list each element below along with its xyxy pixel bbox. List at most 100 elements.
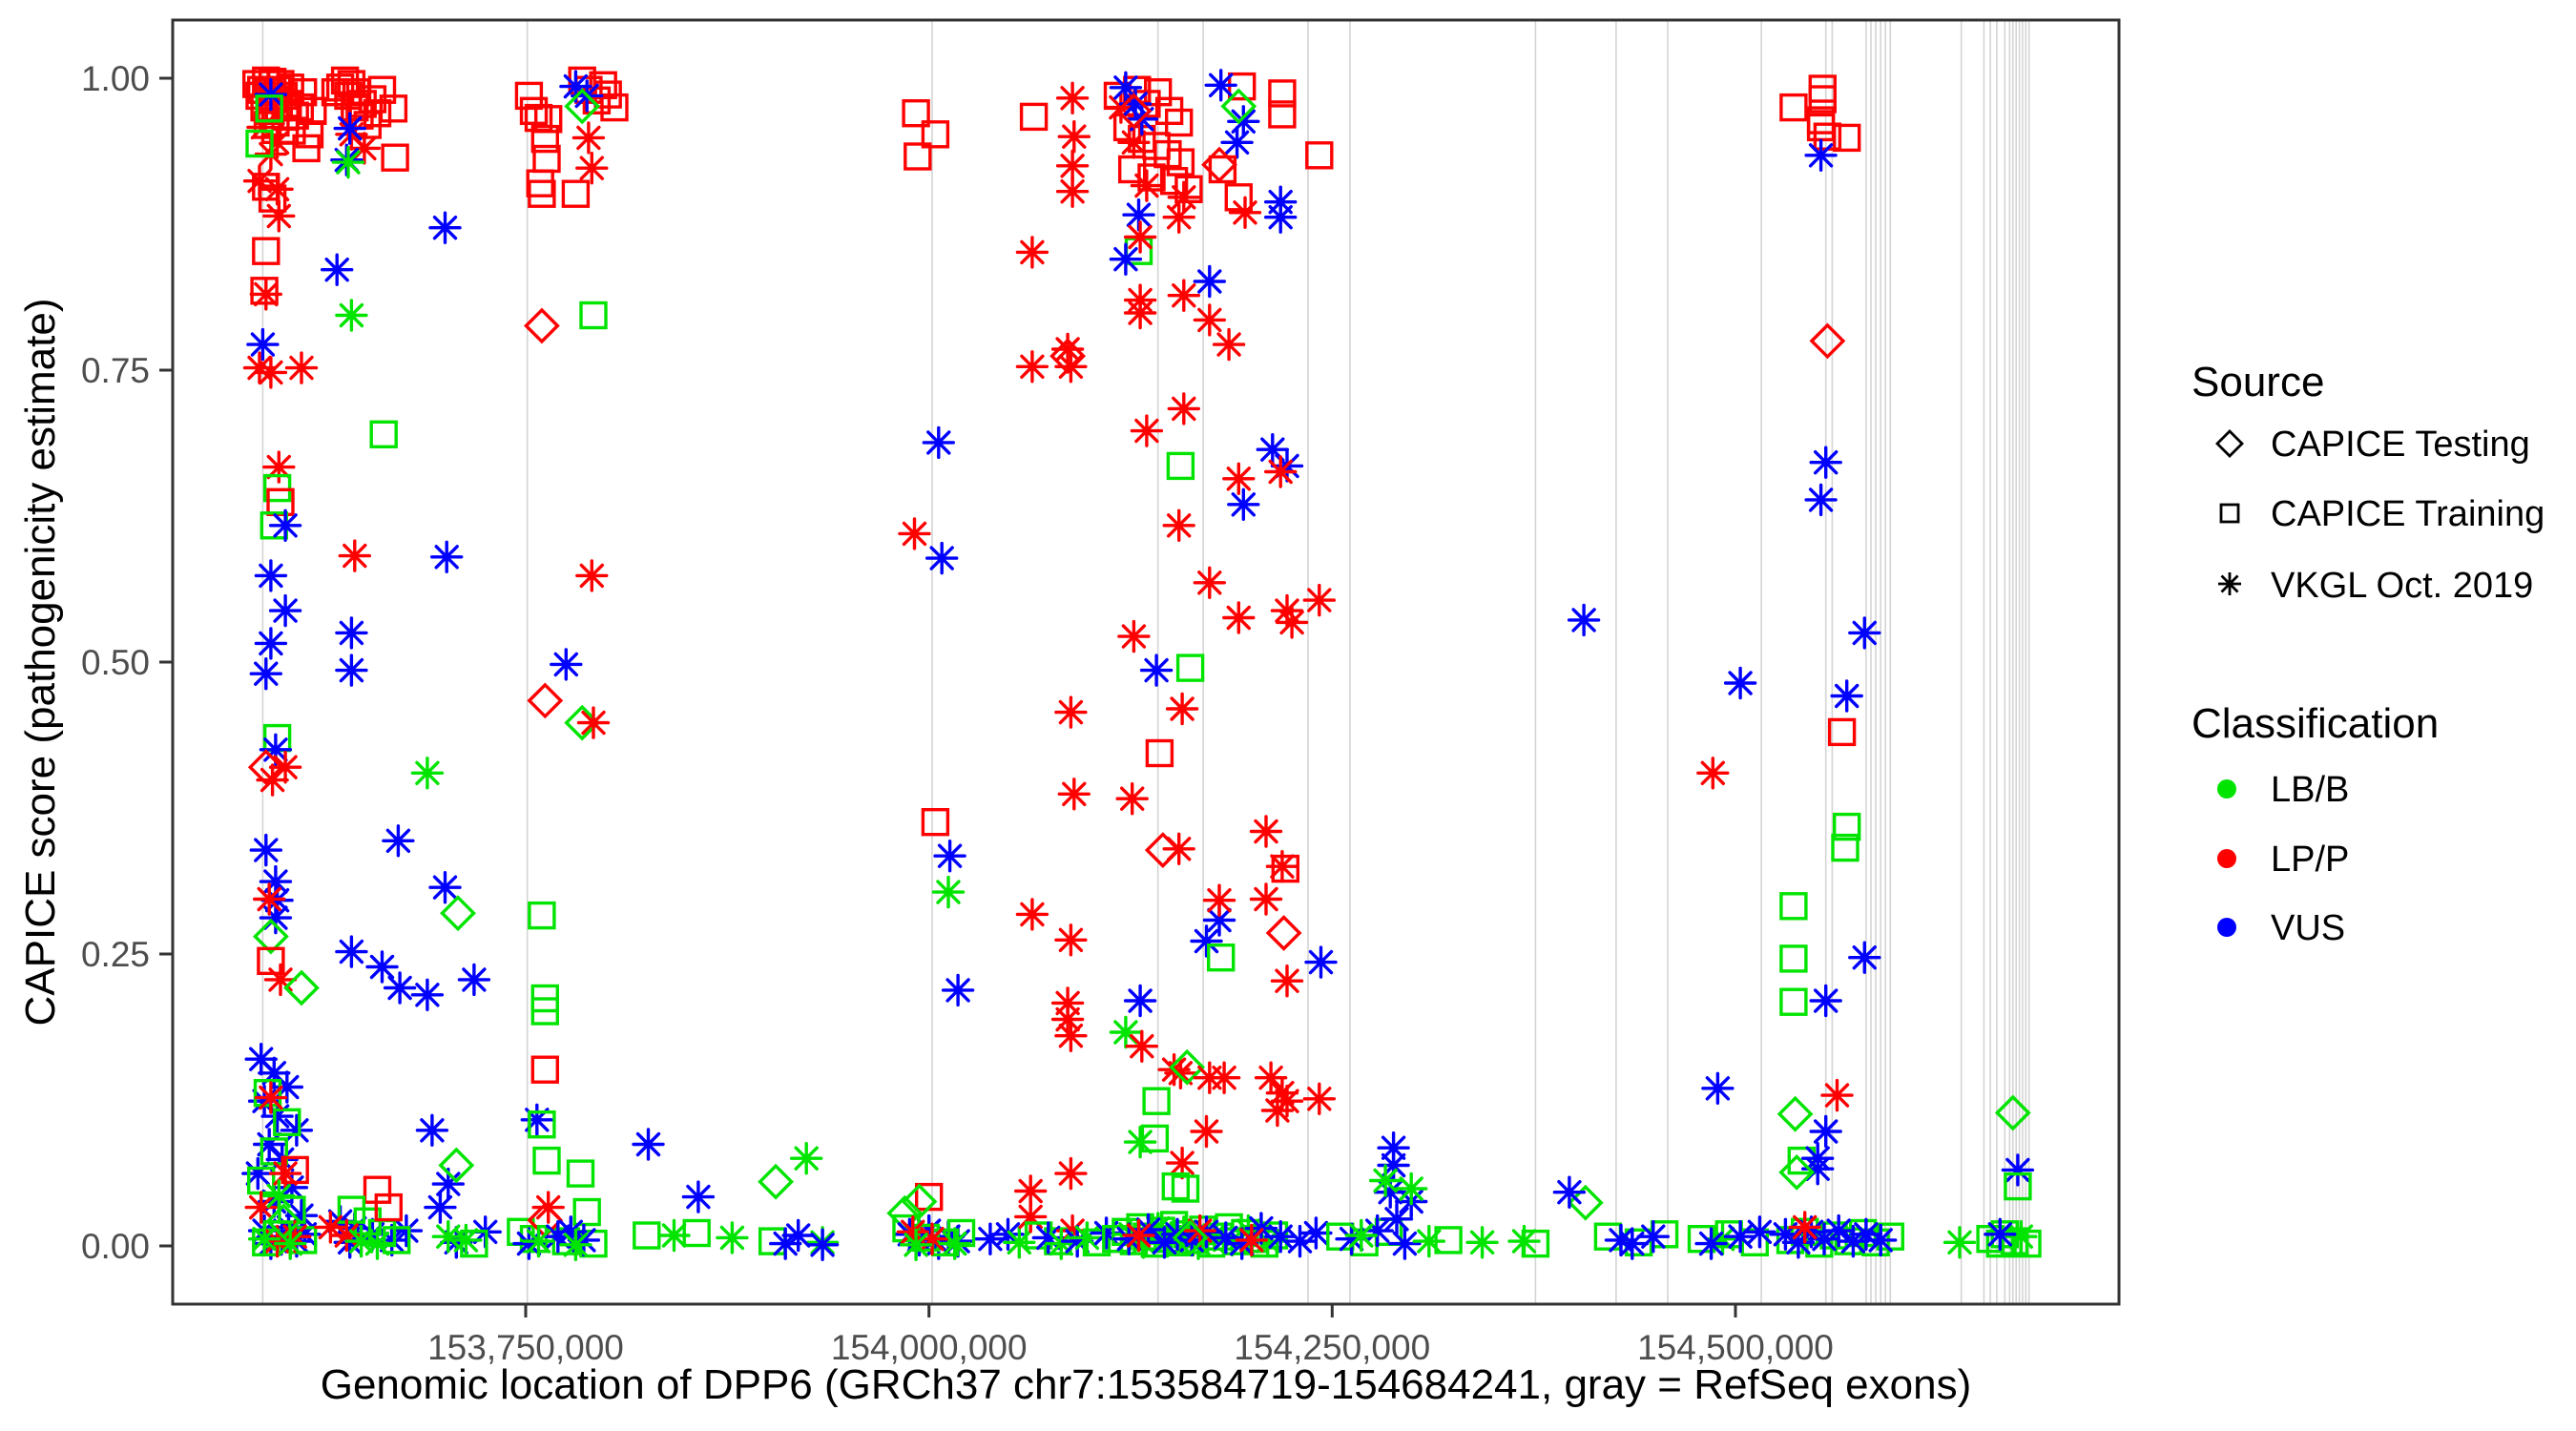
data-point xyxy=(1123,1125,1157,1159)
data-point xyxy=(260,1099,294,1133)
data-point xyxy=(1701,1071,1735,1106)
data-point xyxy=(781,1218,815,1253)
data-point xyxy=(381,143,409,172)
data-point xyxy=(1696,757,1730,790)
legend-classification: Classification LB/B LP/P VUS xyxy=(2192,700,2439,948)
data-point xyxy=(941,973,975,1007)
data-point xyxy=(1164,1056,1197,1090)
data-point xyxy=(348,90,377,118)
legend-item-label: LP/P xyxy=(2271,840,2349,880)
data-point xyxy=(1275,606,1309,639)
data-point xyxy=(1778,1153,1816,1191)
lbb-dot-icon xyxy=(2217,779,2236,798)
data-point xyxy=(265,1203,302,1240)
data-point xyxy=(1112,1222,1146,1255)
data-point xyxy=(1249,815,1283,848)
data-point xyxy=(268,593,302,628)
vus-dot-icon xyxy=(2217,918,2236,937)
data-point xyxy=(252,237,280,265)
data-point xyxy=(247,749,284,786)
data-point xyxy=(268,508,302,542)
data-point xyxy=(896,1215,929,1249)
data-point xyxy=(1604,1223,1638,1257)
data-point xyxy=(1368,1164,1402,1197)
data-point xyxy=(1142,1087,1171,1115)
data-point xyxy=(260,1224,294,1258)
legend-item-label: VUS xyxy=(2271,908,2345,948)
data-point xyxy=(1045,1227,1078,1260)
data-point xyxy=(1994,1094,2031,1131)
data-point xyxy=(262,450,296,484)
data-point xyxy=(246,327,280,362)
legend-item-label: LB/B xyxy=(2271,770,2349,810)
data-point xyxy=(564,88,601,125)
data-point xyxy=(1165,692,1199,726)
data-point xyxy=(383,971,417,1005)
data-point xyxy=(1148,1226,1181,1259)
data-point xyxy=(241,1156,275,1191)
data-point xyxy=(330,1218,364,1253)
data-point xyxy=(1615,1227,1650,1260)
data-point xyxy=(1019,102,1049,132)
data-point xyxy=(1769,1217,1802,1252)
data-point xyxy=(1831,833,1859,862)
data-point xyxy=(1809,322,1846,360)
x-tick-label: 154,500,000 xyxy=(1637,1328,1834,1367)
data-point xyxy=(1139,653,1174,687)
data-point xyxy=(758,1163,795,1200)
legend-item-label: VKGL Oct. 2019 xyxy=(2271,566,2533,606)
data-point xyxy=(579,301,608,330)
data-point xyxy=(1723,1219,1757,1254)
data-point xyxy=(904,142,932,171)
data-point xyxy=(1015,898,1049,931)
data-point xyxy=(424,1191,457,1224)
data-point xyxy=(632,1128,665,1161)
data-point xyxy=(576,706,611,739)
data-point xyxy=(1193,303,1227,337)
data-point xyxy=(1055,1213,1090,1248)
data-point xyxy=(415,1113,449,1148)
data-point xyxy=(256,763,289,797)
data-point xyxy=(1228,196,1262,230)
data-point xyxy=(915,1222,949,1255)
data-point xyxy=(912,1213,945,1248)
data-point xyxy=(262,199,296,233)
x-tick-label: 153,750,000 xyxy=(427,1328,624,1367)
data-point xyxy=(1302,583,1337,617)
data-point xyxy=(1132,1213,1165,1247)
diamond-icon xyxy=(2215,429,2244,458)
data-point xyxy=(1054,923,1088,957)
data-point xyxy=(1003,1226,1036,1259)
data-point xyxy=(410,978,445,1012)
legend-source-title: Source xyxy=(2192,359,2324,405)
data-point xyxy=(1232,1213,1265,1248)
data-point xyxy=(1265,1076,1299,1110)
data-point xyxy=(1809,446,1842,479)
data-point xyxy=(254,1081,288,1114)
data-point xyxy=(1263,200,1298,234)
data-point xyxy=(1122,197,1155,232)
data-point xyxy=(559,1228,592,1262)
data-point xyxy=(892,1213,921,1243)
data-point xyxy=(1377,1130,1410,1165)
y-axis-title: CAPICE score (pathogenicity estimate) xyxy=(17,299,64,1027)
data-point xyxy=(1050,1003,1085,1036)
data-point xyxy=(1162,832,1195,865)
data-point xyxy=(1204,69,1237,102)
data-point xyxy=(1806,113,1836,142)
data-point xyxy=(382,824,415,858)
data-point xyxy=(1813,122,1842,151)
data-point xyxy=(1123,296,1157,330)
legend-item-capice-training: CAPICE Training xyxy=(2219,494,2545,534)
data-point xyxy=(1164,108,1194,137)
x-tick-labels: 153,750,000 154,000,000 154,250,000 154,500… xyxy=(427,1328,1834,1367)
data-point xyxy=(245,129,274,158)
data-point xyxy=(1165,1146,1199,1180)
data-point xyxy=(1694,1227,1728,1260)
data-point xyxy=(1054,695,1088,729)
data-point xyxy=(1377,1149,1410,1182)
data-point xyxy=(247,1084,281,1118)
data-point xyxy=(1804,483,1838,517)
data-point xyxy=(1109,71,1143,105)
data-point xyxy=(344,1224,378,1258)
